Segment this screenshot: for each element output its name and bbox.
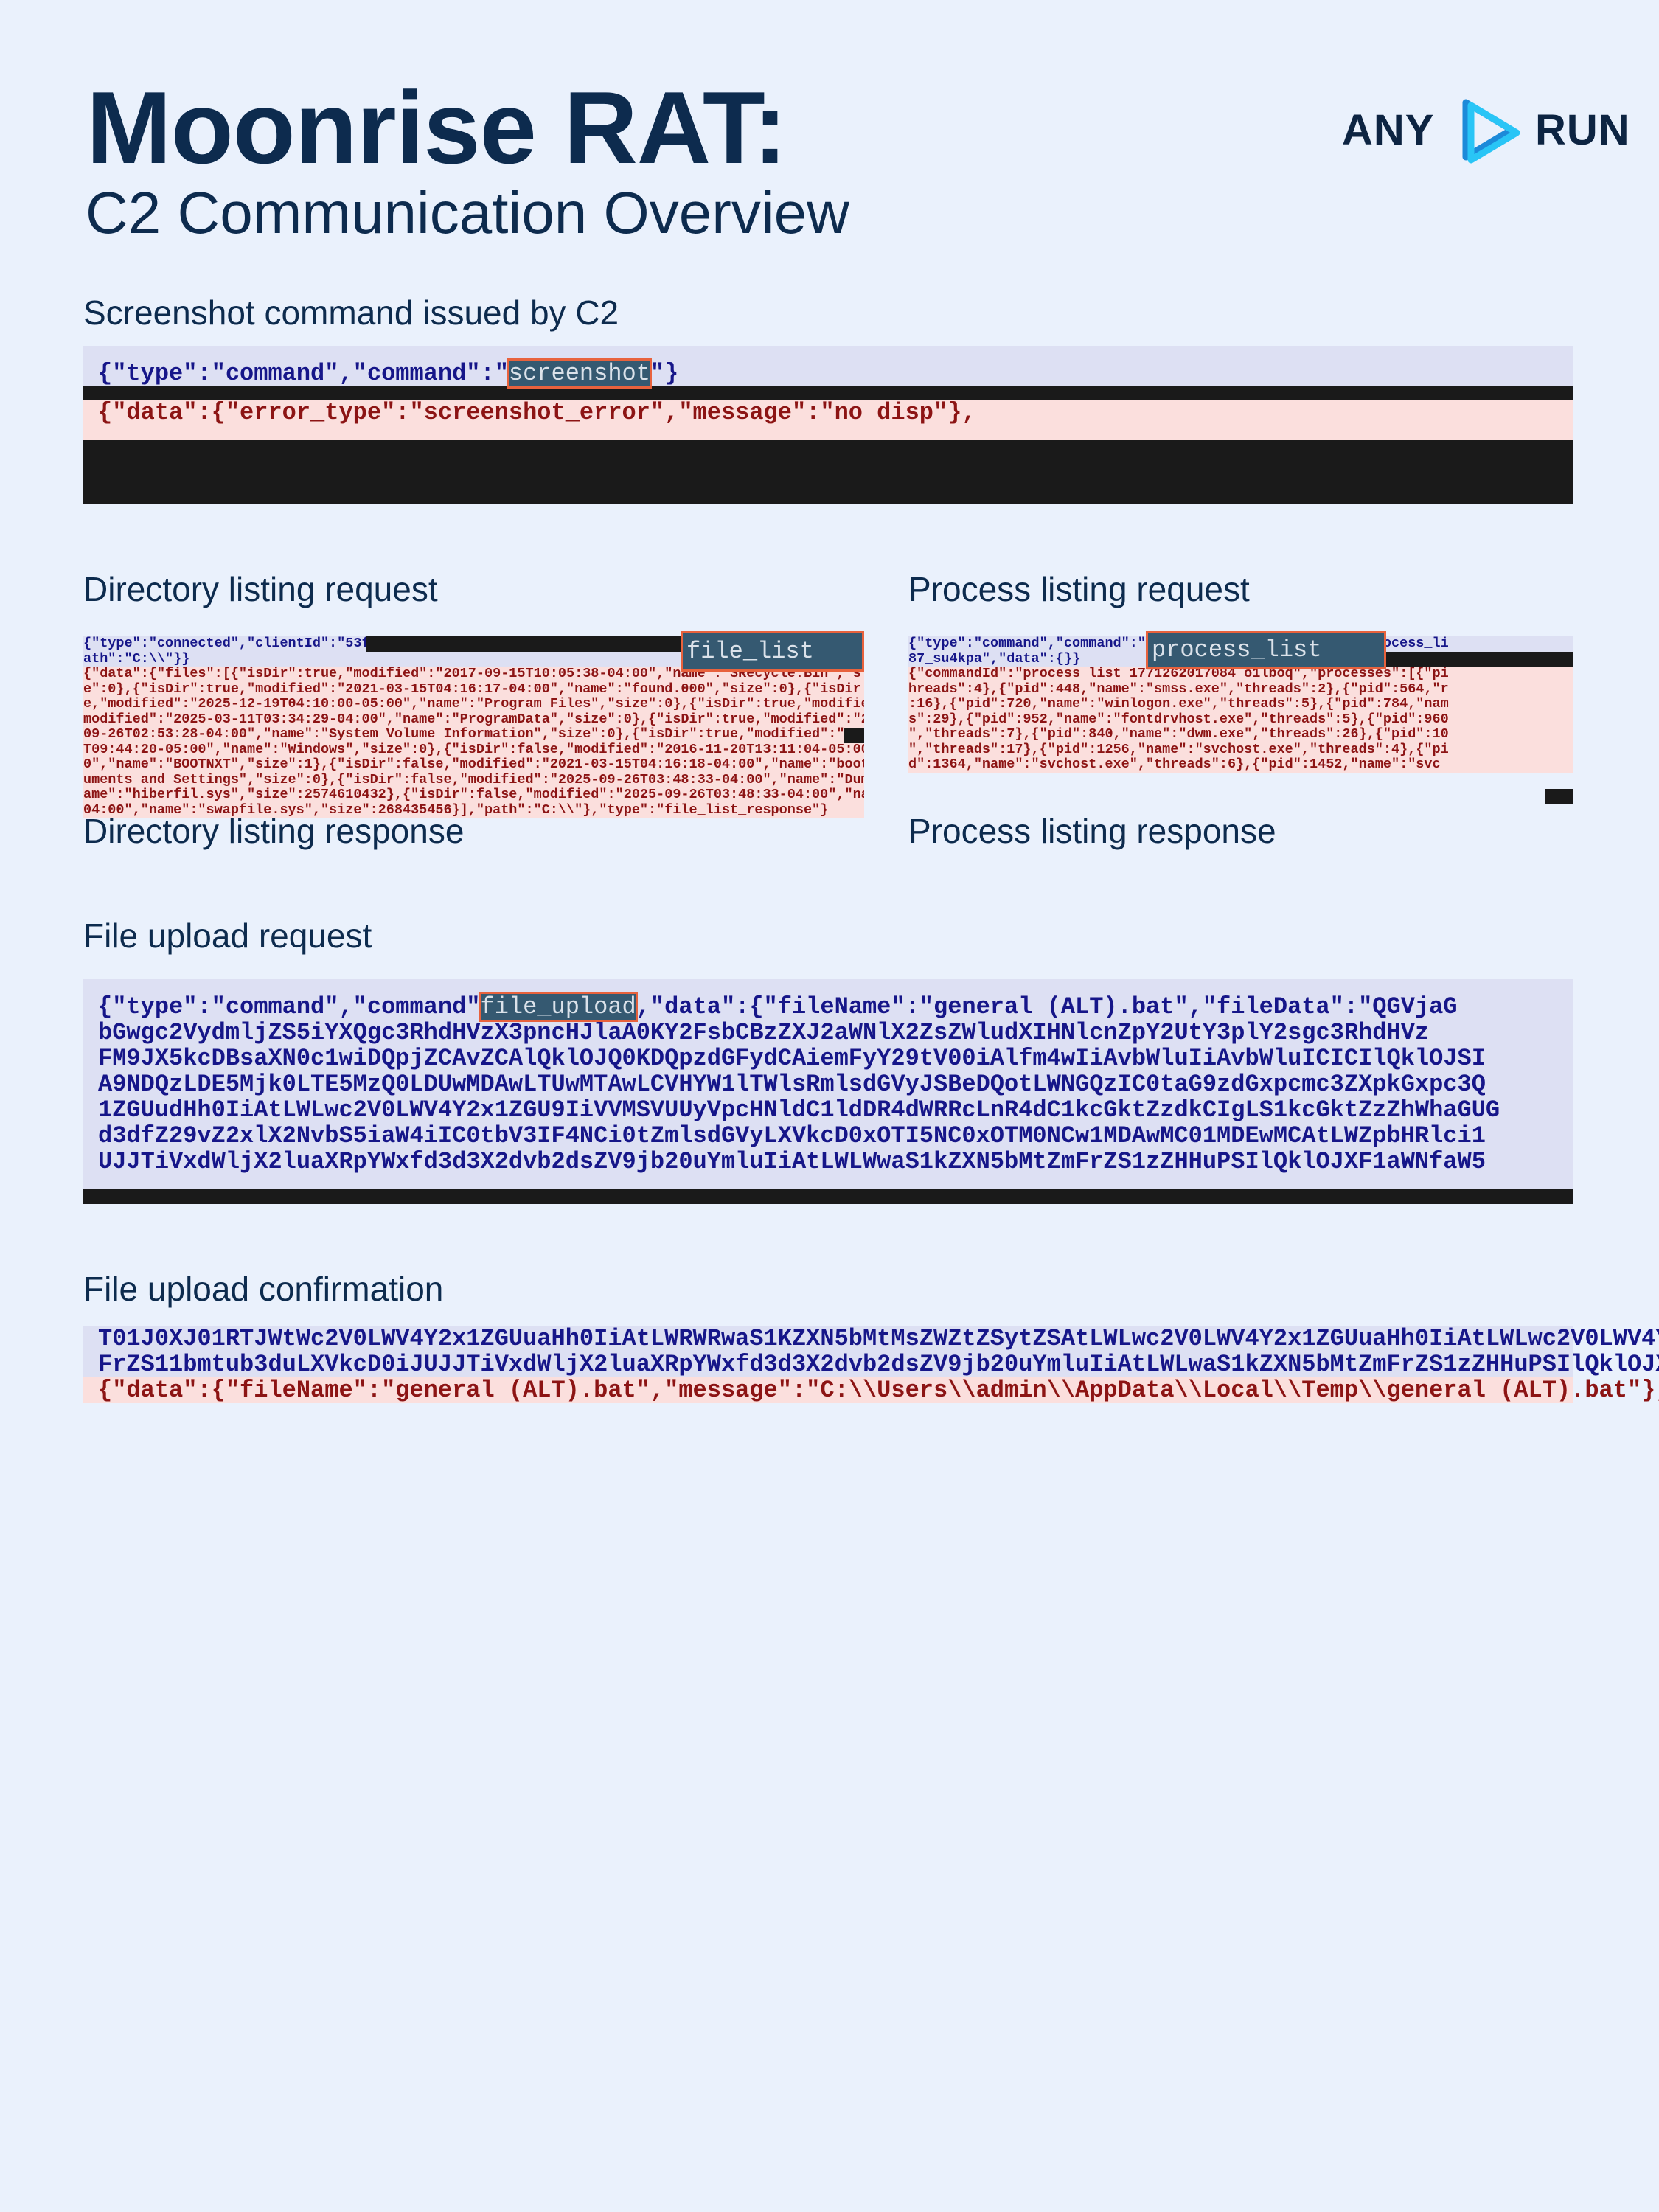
svg-text:ANY: ANY	[1342, 106, 1434, 154]
svg-text:RUN: RUN	[1535, 106, 1630, 154]
